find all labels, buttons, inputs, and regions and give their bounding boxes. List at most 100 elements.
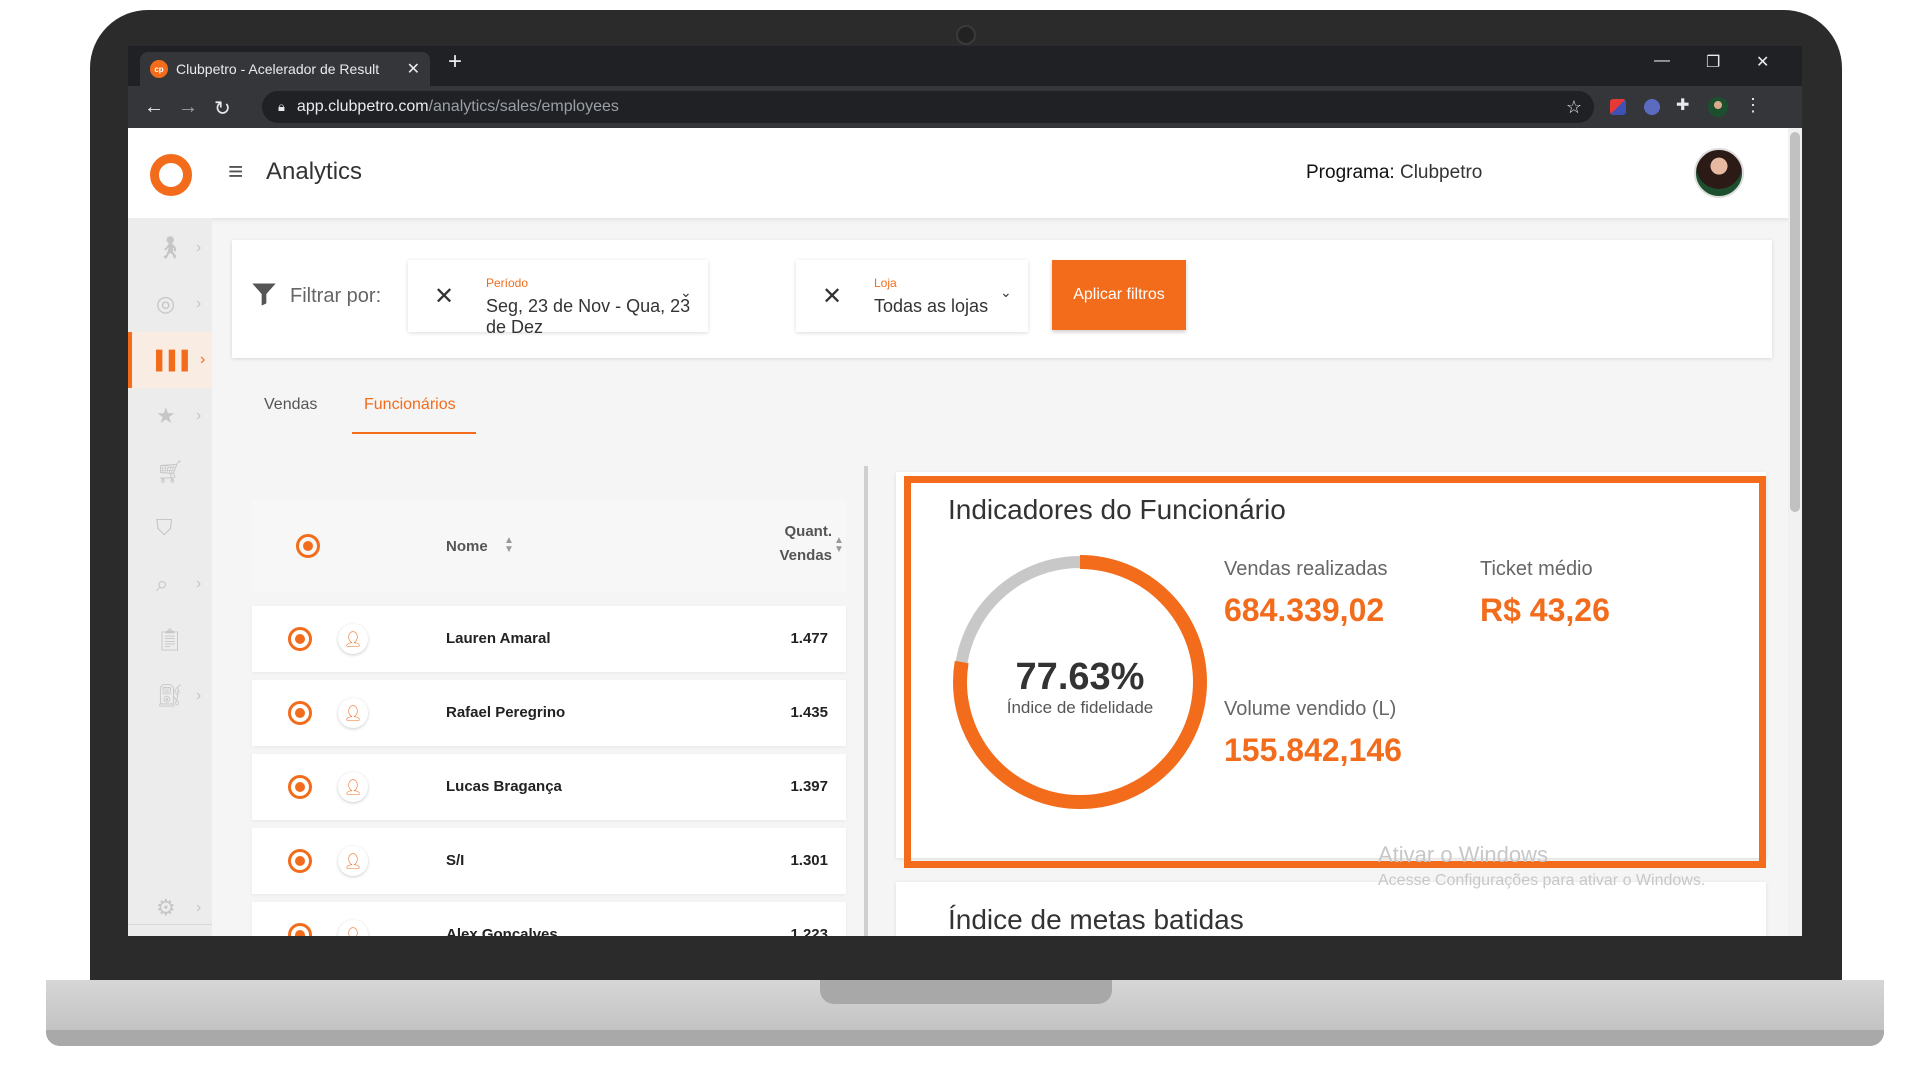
table-row[interactable]: 👤︎ Lauren Amaral 1.477 xyxy=(252,606,846,672)
highlight-frame xyxy=(904,476,1766,868)
sort-qty-icon[interactable]: ▲ ▼ xyxy=(834,535,844,555)
chevron-right-icon: › xyxy=(196,295,202,312)
user-icon: 👤︎ xyxy=(338,846,368,876)
program-label: Programa: xyxy=(1306,162,1395,183)
address-bar[interactable]: 🔒︎ app.clubpetro.com/analytics/sales/emp… xyxy=(262,91,1594,123)
table-row[interactable]: 👤︎ S/I 1.301 xyxy=(252,828,846,894)
user-icon: 👤︎ xyxy=(338,698,368,728)
laptop-notch xyxy=(820,980,1112,1004)
apply-filters-button[interactable]: Aplicar filtros xyxy=(1052,260,1186,330)
sidebar-item-person[interactable]: 🚶︎ › xyxy=(128,220,212,276)
program-indicator: Programa: Clubpetro xyxy=(1306,162,1482,184)
employee-indicators-card: Indicadores do Funcionário 77.63% Índice… xyxy=(896,472,1766,858)
period-filter[interactable]: ✕ Período Seg, 23 de Nov - Qua, 23 de De… xyxy=(408,260,708,337)
person-icon: 🚶︎ xyxy=(156,235,184,260)
page-title: Analytics xyxy=(266,158,363,185)
clear-store-icon[interactable]: ✕ xyxy=(822,283,843,310)
clear-period-icon[interactable]: ✕ xyxy=(434,283,455,310)
employee-qty: 1.397 xyxy=(790,778,828,795)
row-radio[interactable] xyxy=(288,701,312,725)
store-value: Todas as lojas xyxy=(874,296,989,316)
new-tab-icon[interactable]: + xyxy=(448,48,463,75)
hamburger-menu-icon[interactable]: ≡ xyxy=(228,156,244,186)
bar-chart-icon: ▌▌▌ xyxy=(156,349,195,370)
row-radio[interactable] xyxy=(288,923,312,936)
user-avatar[interactable] xyxy=(1694,148,1744,198)
reload-icon[interactable]: ↻ xyxy=(214,98,231,120)
tab-vendas[interactable]: Vendas xyxy=(264,396,318,413)
table-row[interactable]: 👤︎ Lucas Bragança 1.397 xyxy=(252,754,846,820)
row-radio[interactable] xyxy=(288,627,312,651)
browser-tab[interactable]: cp Clubpetro - Acelerador de Result ✕ xyxy=(140,52,430,86)
table-row[interactable]: 👤︎ Alex Gonçalves 1.223 xyxy=(252,902,846,936)
url-path: /analytics/sales/employees xyxy=(428,98,619,115)
sort-name-icon[interactable]: ▲ ▼ xyxy=(504,535,514,555)
user-icon: 👤︎ xyxy=(338,920,368,936)
ticket-label: Ticket médio xyxy=(1480,558,1593,580)
scrollbar-thumb[interactable] xyxy=(1790,132,1800,512)
sidebar-item-settings[interactable]: ⚙︎ › xyxy=(128,880,212,936)
restore-icon[interactable]: ❐ xyxy=(1706,54,1721,71)
lock-icon: 🔒︎ xyxy=(278,99,285,114)
employee-name: Alex Gonçalves xyxy=(446,926,558,936)
close-window-icon[interactable]: ✕ xyxy=(1756,54,1770,71)
loyalty-label: Índice de fidelidade xyxy=(1006,698,1154,717)
volume-label: Volume vendido (L) xyxy=(1224,698,1397,720)
sales-label: Vendas realizadas xyxy=(1224,558,1388,580)
employee-qty: 1.301 xyxy=(790,852,828,869)
chevron-right-icon: › xyxy=(196,687,202,704)
sidebar-item-fuel[interactable]: ⛽︎ › xyxy=(128,668,212,724)
active-tab-indicator xyxy=(352,432,476,434)
store-filter[interactable]: ✕ Loja Todas as lojas ⌄ xyxy=(796,260,1028,332)
chevron-right-icon: › xyxy=(196,575,202,592)
panel-divider[interactable] xyxy=(864,466,868,936)
browser-toolbar: ← → ↻ 🔒︎ app.clubpetro.com/analytics/sal… xyxy=(128,86,1802,128)
sidebar-item-analytics[interactable]: ▌▌▌ › xyxy=(128,332,212,388)
row-radio[interactable] xyxy=(288,849,312,873)
bookmark-star-icon[interactable]: ☆ xyxy=(1565,97,1582,117)
extension-icon-2[interactable] xyxy=(1644,99,1660,115)
minimize-icon[interactable]: — xyxy=(1654,52,1670,69)
target-icon: ◎ xyxy=(156,291,176,316)
loyalty-value: 77.63% xyxy=(1015,656,1145,698)
sidebar-item-clipboard[interactable]: 📋︎ xyxy=(128,612,212,668)
profile-avatar-icon[interactable] xyxy=(1708,97,1728,117)
back-icon[interactable]: ← xyxy=(144,96,164,118)
column-header-qty[interactable]: Quant. Vendas xyxy=(752,520,832,568)
shield-check-icon: ⛉ xyxy=(156,515,173,540)
gauge-arc xyxy=(953,555,1207,809)
column-header-name[interactable]: Nome xyxy=(446,538,488,555)
url-host: app.clubpetro.com xyxy=(296,98,429,115)
windows-activation-text: Acesse Configurações para ativar o Windo… xyxy=(1378,872,1706,889)
employee-qty: 1.477 xyxy=(790,630,828,647)
windows-activation-title: Ativar o Windows xyxy=(1378,842,1548,867)
search-doc-icon: ⌕ xyxy=(156,571,169,596)
app-header: ≡ Analytics Programa: Clubpetro xyxy=(128,128,1802,218)
sidebar-item-target[interactable]: ◎ › xyxy=(128,276,212,332)
select-all-radio[interactable] xyxy=(296,534,320,558)
chevron-down-icon[interactable]: ⌄ xyxy=(1000,284,1012,300)
chevron-right-icon: › xyxy=(196,899,202,916)
gear-icon: ⚙︎ xyxy=(156,895,176,920)
sidebar-item-star[interactable]: ★ › xyxy=(128,388,212,444)
sidebar-item-search-doc[interactable]: ⌕ › xyxy=(128,556,212,612)
goals-card: Índice de metas batidas xyxy=(896,882,1766,936)
filter-label: Filtrar por: xyxy=(290,285,382,307)
goals-title: Índice de metas batidas xyxy=(948,904,1244,935)
employee-name: Rafael Peregrino xyxy=(446,704,566,721)
extension-icon-1[interactable] xyxy=(1610,99,1626,115)
tab-funcionarios[interactable]: Funcionários xyxy=(364,396,456,413)
chevron-right-icon: › xyxy=(196,239,202,256)
filter-card: Filtrar por: ✕ Período Seg, 23 de Nov - … xyxy=(232,240,1772,358)
row-radio[interactable] xyxy=(288,775,312,799)
employee-name: Lauren Amaral xyxy=(446,630,551,647)
forward-icon[interactable]: → xyxy=(178,96,198,118)
clubpetro-logo[interactable] xyxy=(150,154,192,196)
menu-kebab-icon[interactable]: ⋮ xyxy=(1744,95,1762,115)
extensions-puzzle-icon[interactable]: ✚ xyxy=(1676,97,1690,114)
chevron-down-icon[interactable]: ⌄ xyxy=(680,284,692,300)
sidebar-item-cart[interactable]: 🛒︎ xyxy=(128,444,212,500)
table-row[interactable]: 👤︎ Rafael Peregrino 1.435 xyxy=(252,680,846,746)
sidebar-item-shield[interactable]: ⛉ xyxy=(128,500,212,556)
close-tab-icon[interactable]: ✕ xyxy=(406,61,420,78)
